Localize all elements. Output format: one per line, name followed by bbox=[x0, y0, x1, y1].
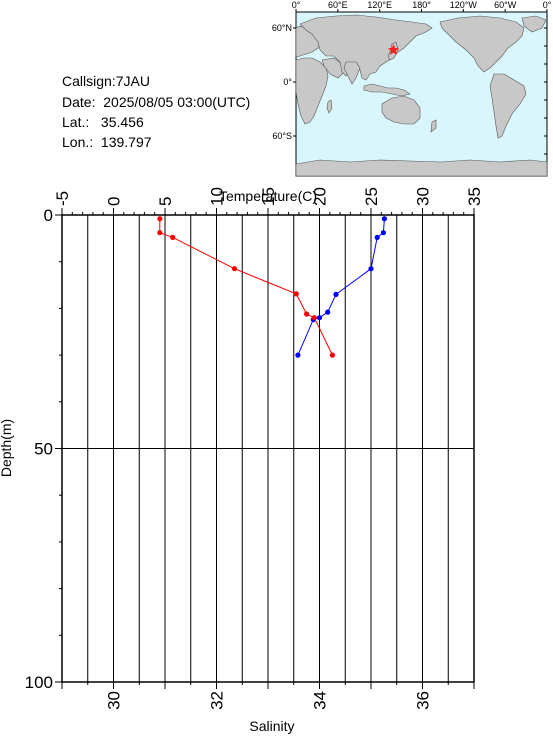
land-australia bbox=[381, 95, 421, 125]
map-left-tick-label: 60°N bbox=[272, 23, 292, 33]
lat-line: Lat.: 35.456 bbox=[62, 114, 144, 130]
map-top-tick-label: 120°W bbox=[450, 0, 478, 10]
salinity-data-point bbox=[231, 266, 238, 272]
depth-tick-label: 100 bbox=[25, 673, 53, 692]
temperature-axis-label: Temperature(C) bbox=[219, 188, 317, 204]
land-new-zealand bbox=[430, 119, 437, 133]
temperature-data-point bbox=[295, 352, 301, 358]
land-india bbox=[343, 61, 361, 85]
depth-tick-label: 0 bbox=[44, 206, 53, 225]
temperature-data-point bbox=[333, 291, 339, 297]
map-left-tick-label: 0° bbox=[283, 77, 292, 87]
map-top-tick-label: 120°E bbox=[367, 0, 392, 10]
map-top-tick-label: 0° bbox=[292, 0, 301, 10]
map-top-tick-label: 60°W bbox=[494, 0, 517, 10]
temperature-tick-label: 25 bbox=[362, 187, 381, 206]
temperature-data-point bbox=[381, 216, 387, 222]
salinity-data-point bbox=[329, 352, 335, 358]
land-arabia bbox=[321, 57, 345, 79]
map-top-tick-label: 180° bbox=[412, 0, 431, 10]
land-madagascar bbox=[326, 99, 333, 114]
depth-axis-label: Depth(m) bbox=[0, 419, 14, 477]
salinity-tick-label: 36 bbox=[414, 691, 433, 710]
depth-tick-label: 50 bbox=[34, 440, 53, 459]
temperature-tick-label: 15 bbox=[259, 187, 278, 206]
map-top-tick-label: 60°E bbox=[328, 0, 348, 10]
land-greenland bbox=[521, 15, 547, 33]
temperature-data-point bbox=[374, 234, 380, 240]
temperature-tick-label: 30 bbox=[414, 187, 433, 206]
temperature-tick-labels: -5 0 5 10 15 20 25 30 35 bbox=[53, 187, 484, 206]
series-layer bbox=[157, 216, 387, 358]
land-africa bbox=[295, 57, 329, 125]
callsign-value: 7JAU bbox=[115, 73, 150, 89]
temperature-data-point bbox=[380, 230, 386, 236]
salinity-tick-labels: 30 32 34 36 bbox=[105, 691, 433, 710]
salinity-data-point bbox=[157, 230, 163, 236]
date-value: 2025/08/05 03:00(UTC) bbox=[103, 94, 251, 110]
salinity-data-point bbox=[293, 291, 299, 297]
temperature-tick-label: 10 bbox=[208, 187, 227, 206]
temperature-tick-label: -5 bbox=[53, 191, 72, 206]
salinity-tick-label: 34 bbox=[311, 691, 330, 710]
temperature-data-point bbox=[316, 315, 323, 321]
lon-label: Lon.: bbox=[62, 134, 94, 150]
axis-ticks bbox=[55, 208, 475, 689]
date-line: Date: 2025/08/05 03:00(UTC) bbox=[62, 94, 250, 110]
land-south-america bbox=[489, 73, 527, 139]
temperature-data-point bbox=[325, 309, 331, 315]
map-land bbox=[295, 14, 548, 177]
salinity-data-point bbox=[311, 315, 317, 321]
grid bbox=[62, 215, 474, 682]
lat-label: Lat.: bbox=[62, 114, 90, 130]
map-top-tick-label: 0° bbox=[543, 0, 552, 10]
salinity-tick-label: 30 bbox=[105, 691, 124, 710]
land-indonesia bbox=[363, 83, 411, 97]
map-ticks bbox=[293, 9, 548, 155]
world-map: 0° 60°E 120°E 180° 120°W 60°W 0° 60°N 0° 60°S bbox=[272, 0, 552, 177]
temperature-tick-label: 35 bbox=[465, 187, 484, 206]
callsign-line: Callsign:7JAU bbox=[62, 73, 150, 89]
salinity-tick-label: 32 bbox=[208, 691, 227, 710]
temperature-data-point bbox=[368, 266, 374, 272]
date-label: Date: bbox=[62, 94, 96, 110]
station-marker bbox=[387, 44, 400, 55]
temperature-tick-label: 0 bbox=[105, 197, 124, 206]
map-left-labels: 60°N 0° 60°S bbox=[272, 23, 293, 141]
salinity-axis-label: Salinity bbox=[249, 718, 294, 734]
temperature-tick-label: 5 bbox=[156, 197, 175, 206]
land-north-america bbox=[439, 15, 525, 73]
salinity-data-point bbox=[304, 311, 310, 317]
depth-tick-labels: 0 50 100 bbox=[25, 206, 53, 692]
callsign-label: Callsign: bbox=[62, 73, 116, 89]
map-top-labels: 0° 60°E 120°E 180° 120°W 60°W 0° bbox=[292, 0, 552, 10]
land-antarctica bbox=[295, 159, 548, 177]
salinity-data-point bbox=[157, 216, 163, 222]
lon-value: 139.797 bbox=[100, 134, 152, 150]
land-asia bbox=[299, 14, 433, 81]
lon-line: Lon.: 139.797 bbox=[62, 134, 152, 150]
lat-value: 35.456 bbox=[100, 114, 144, 130]
temperature-tick-label: 20 bbox=[311, 187, 330, 206]
salinity-data-point bbox=[170, 234, 176, 240]
map-left-tick-label: 60°S bbox=[272, 131, 292, 141]
